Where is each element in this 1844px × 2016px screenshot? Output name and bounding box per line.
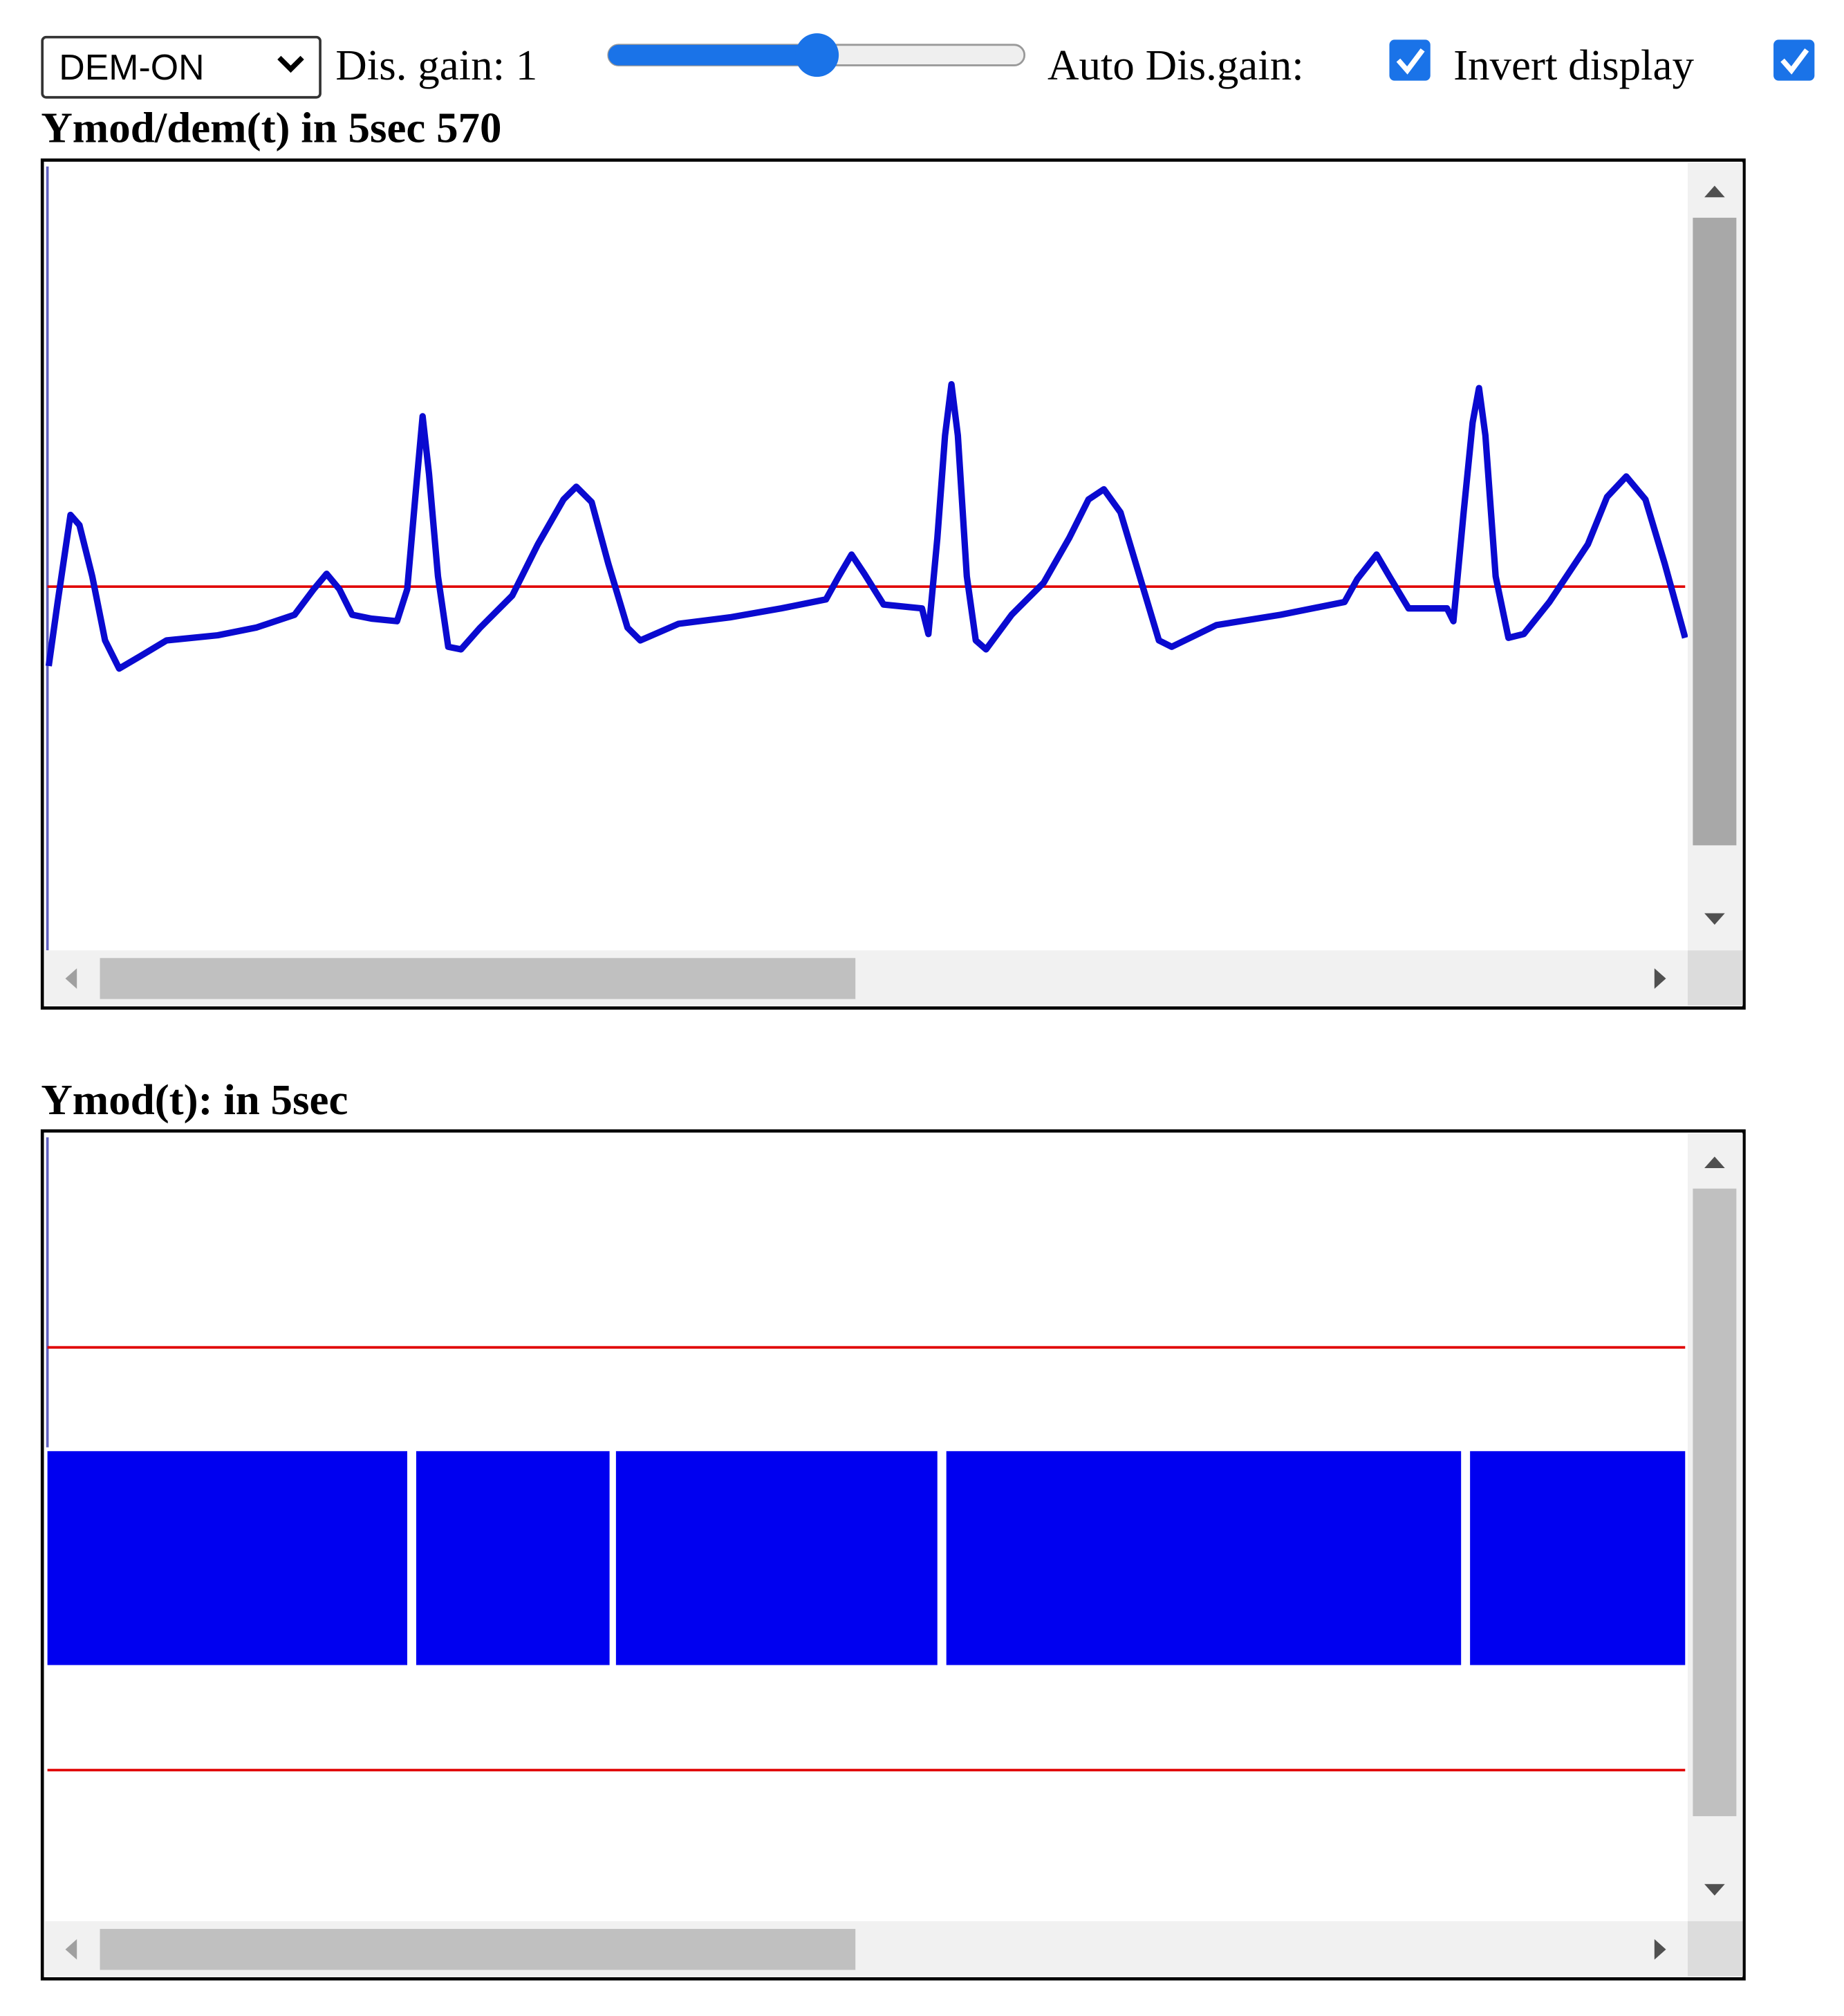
auto-gain-checkbox[interactable] [1389,39,1431,81]
scroll-down[interactable] [1704,913,1725,925]
checkbox-box[interactable] [1773,39,1815,81]
invert-label: Invert display [1453,41,1694,89]
select-box[interactable] [41,35,322,99]
signal-block [946,1451,1462,1665]
plot-panel [40,158,1746,1010]
scroll-down[interactable] [1704,1884,1725,1896]
signal-block [615,1451,938,1665]
mode-select[interactable]: DEM-ON [41,35,322,99]
scroll-up[interactable] [1704,185,1725,198]
checkmark [1780,48,1809,75]
modulated-signal [47,1451,1686,1665]
scroll-right[interactable] [1654,968,1666,989]
scroll-left[interactable] [65,968,77,989]
select-chevron [277,55,304,73]
checkmark [1396,48,1425,75]
panel-frame [40,158,1746,1010]
scroll-up[interactable] [1704,1156,1725,1168]
auto-gain-label: Auto Dis.gain: [1047,41,1304,89]
waveform [45,380,1688,672]
h-scroll-thumb[interactable] [100,958,856,999]
gain-slider[interactable] [607,33,1026,77]
scroll-corner [1687,1921,1743,1977]
invert-checkbox[interactable] [1773,39,1815,81]
signal-block [47,1451,408,1665]
panel-title: Ymod/dem(t) in 5sec 570 [41,104,501,152]
h-scroll-thumb[interactable] [100,1929,856,1970]
slider-thumb[interactable] [795,33,839,77]
scroll-left[interactable] [65,1939,77,1960]
v-scroll-thumb[interactable] [1693,217,1737,846]
signal-block [416,1451,610,1665]
plot-panel [40,1129,1746,1981]
checkbox-box[interactable] [1389,39,1431,81]
v-scroll-thumb[interactable] [1693,1188,1737,1817]
slider-fill [608,44,817,66]
signal-block [1470,1451,1686,1665]
select-value: DEM-ON [59,47,204,87]
scroll-corner [1687,950,1743,1006]
scroll-right[interactable] [1654,1939,1666,1960]
panel-title: Ymod(t): in 5sec [41,1075,348,1124]
gain-label: Dis. gain: 1 [335,41,537,89]
